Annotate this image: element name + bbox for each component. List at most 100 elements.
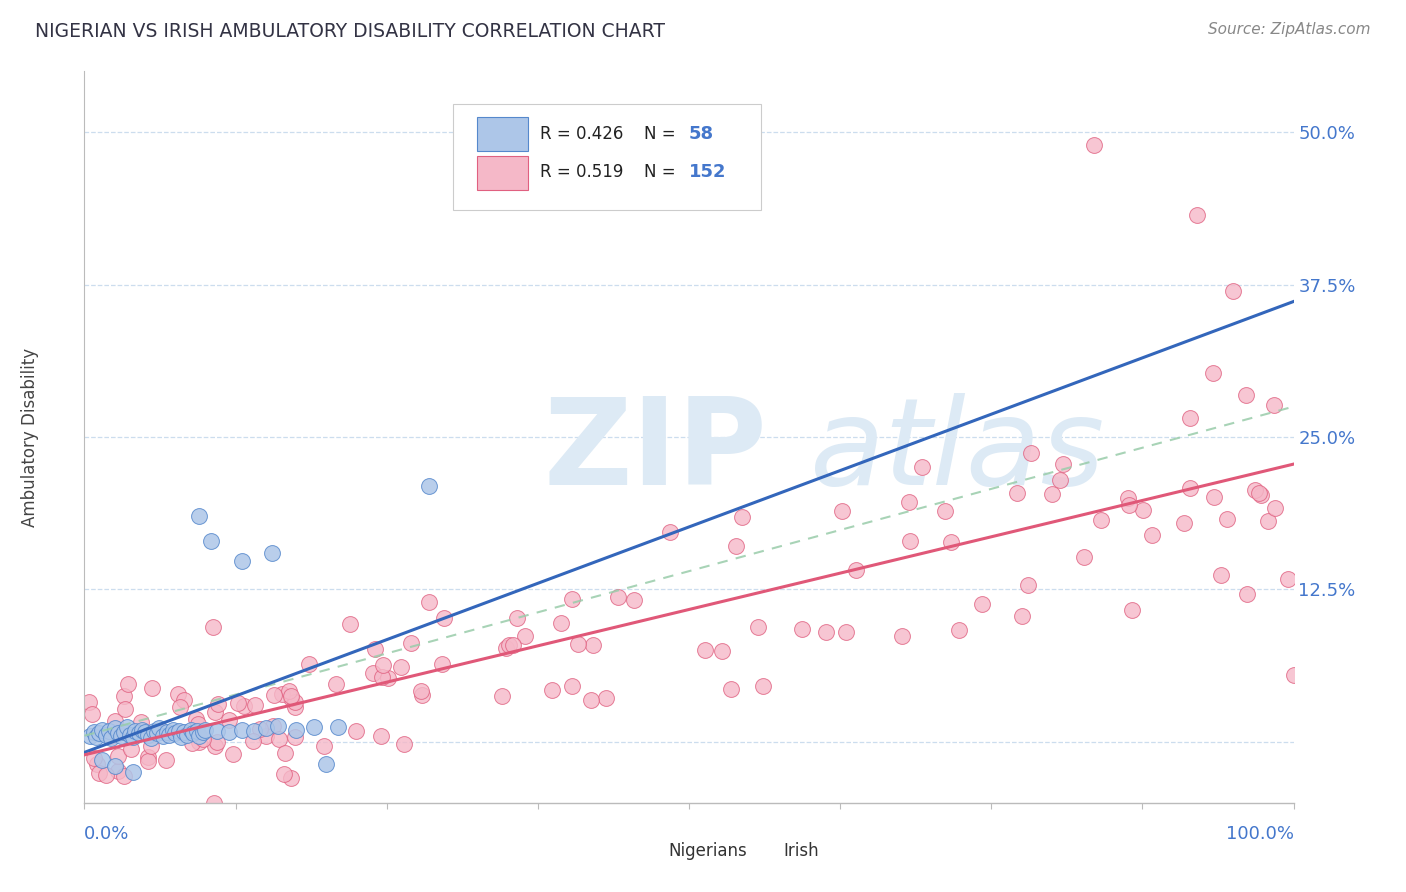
- Point: [724, 539, 747, 553]
- Point: [162, 723, 184, 737]
- Point: [104, 759, 127, 773]
- Point: [948, 623, 970, 637]
- Point: [283, 695, 305, 709]
- Point: [344, 723, 367, 738]
- Point: [107, 764, 129, 778]
- Point: [205, 735, 228, 749]
- Point: [1277, 572, 1299, 586]
- FancyBboxPatch shape: [453, 104, 762, 211]
- Point: [186, 723, 208, 738]
- Point: [430, 657, 453, 671]
- Point: [392, 737, 415, 751]
- Point: [298, 657, 321, 671]
- Point: [409, 684, 432, 698]
- Point: [187, 735, 209, 749]
- Point: [231, 554, 253, 568]
- Point: [389, 660, 412, 674]
- Point: [180, 723, 202, 737]
- Point: [91, 753, 114, 767]
- Point: [129, 714, 152, 729]
- Point: [143, 723, 166, 738]
- Point: [112, 725, 135, 739]
- Point: [86, 730, 108, 744]
- Point: [263, 689, 285, 703]
- Text: Irish: Irish: [783, 842, 818, 860]
- Point: [1263, 398, 1285, 412]
- Text: 58: 58: [689, 125, 714, 143]
- Point: [747, 620, 769, 634]
- Point: [1121, 603, 1143, 617]
- Point: [112, 689, 135, 703]
- Point: [1090, 512, 1112, 526]
- Point: [121, 765, 143, 780]
- Point: [188, 509, 211, 524]
- Point: [273, 767, 295, 781]
- Point: [339, 617, 361, 632]
- Point: [1264, 501, 1286, 516]
- Point: [271, 687, 294, 701]
- Point: [245, 698, 267, 713]
- Point: [1021, 446, 1043, 460]
- Point: [1073, 549, 1095, 564]
- Text: NIGERIAN VS IRISH AMBULATORY DISABILITY CORRELATION CHART: NIGERIAN VS IRISH AMBULATORY DISABILITY …: [35, 22, 665, 41]
- Point: [280, 690, 302, 705]
- Point: [193, 732, 215, 747]
- Point: [117, 677, 139, 691]
- Point: [498, 639, 520, 653]
- Point: [561, 679, 583, 693]
- Point: [1132, 502, 1154, 516]
- Point: [218, 713, 240, 727]
- Point: [595, 691, 617, 706]
- Point: [1017, 578, 1039, 592]
- Point: [1211, 567, 1233, 582]
- Point: [540, 683, 562, 698]
- Point: [80, 707, 103, 722]
- Point: [131, 723, 153, 737]
- Point: [1257, 514, 1279, 528]
- Point: [176, 727, 198, 741]
- Point: [242, 734, 264, 748]
- Point: [835, 625, 858, 640]
- Point: [228, 696, 250, 710]
- Point: [254, 722, 277, 736]
- Point: [104, 714, 127, 728]
- Point: [898, 494, 921, 508]
- Point: [141, 681, 163, 695]
- Point: [845, 563, 868, 577]
- Point: [315, 756, 337, 771]
- Point: [579, 693, 602, 707]
- Point: [505, 611, 527, 625]
- FancyBboxPatch shape: [478, 118, 529, 151]
- Point: [242, 723, 264, 738]
- Point: [934, 504, 956, 518]
- Point: [187, 717, 209, 731]
- Point: [249, 722, 271, 736]
- Point: [1011, 609, 1033, 624]
- Point: [204, 705, 226, 719]
- Point: [658, 524, 681, 539]
- Point: [136, 754, 159, 768]
- Point: [260, 546, 283, 560]
- Point: [110, 729, 132, 743]
- Point: [231, 723, 253, 737]
- Point: [155, 753, 177, 767]
- Point: [361, 666, 384, 681]
- Point: [1118, 498, 1140, 512]
- Text: Source: ZipAtlas.com: Source: ZipAtlas.com: [1208, 22, 1371, 37]
- Point: [79, 729, 101, 743]
- FancyBboxPatch shape: [633, 839, 664, 863]
- Point: [898, 533, 921, 548]
- Text: R = 0.519: R = 0.519: [540, 163, 624, 181]
- Point: [284, 723, 308, 737]
- Point: [1201, 366, 1223, 380]
- Point: [83, 725, 105, 739]
- Point: [91, 723, 114, 737]
- Point: [83, 750, 105, 764]
- Point: [1173, 516, 1195, 531]
- Point: [94, 727, 117, 741]
- Point: [86, 757, 108, 772]
- Point: [814, 624, 837, 639]
- Point: [1049, 473, 1071, 487]
- Point: [87, 726, 110, 740]
- Point: [312, 739, 335, 753]
